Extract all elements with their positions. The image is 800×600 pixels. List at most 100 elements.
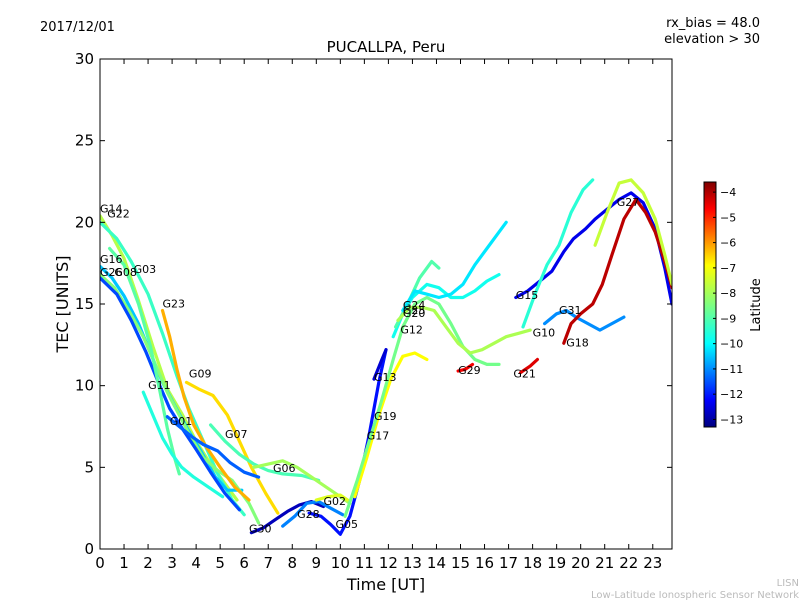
y-axis: 0 5 10 15 20 25 30: [75, 50, 672, 558]
series-label-g17: G17: [367, 430, 390, 443]
colorbar-tick-label: −10: [720, 338, 743, 351]
x-tick-label: 20: [571, 554, 590, 572]
x-tick-label: 5: [215, 554, 225, 572]
series-g09: [184, 380, 280, 515]
series-g08: [100, 276, 241, 512]
colorbar-tick-label: −9: [720, 312, 736, 325]
colorbar: [703, 181, 717, 428]
series-label-g24: G24: [403, 299, 426, 312]
series-label-g21: G21: [513, 368, 536, 381]
footer-network: Low-Latitude Ionospheric Sensor Network: [591, 590, 799, 600]
x-tick-label: 0: [95, 554, 105, 572]
y-axis-label: TEC [UNITS]: [53, 256, 72, 354]
colorbar-tick-label: −8: [720, 287, 736, 300]
x-tick-label: 3: [167, 554, 177, 572]
series-g05: [307, 348, 388, 536]
series-label-g10: G10: [533, 327, 556, 340]
x-tick-label: 4: [191, 554, 201, 572]
series-label-g26: G26: [100, 266, 123, 279]
series-g27: [593, 178, 672, 286]
x-axis: 0 1 2 3 4 5 6 7 8 9 10 11 12 13 14 15 16 17 18 19 20 21 22 23: [95, 59, 662, 572]
chart-title: PUCALLPA, Peru: [327, 38, 446, 56]
series-g21: [518, 357, 540, 375]
y-tick-label: 10: [75, 377, 94, 395]
series-layer: [100, 178, 672, 536]
x-tick-label: 18: [523, 554, 542, 572]
series-label-g06: G06: [273, 462, 296, 475]
series-label-g22: G22: [107, 207, 130, 220]
x-tick-label: 7: [263, 554, 273, 572]
x-tick-label: 15: [451, 554, 470, 572]
footer-lisn: LISN: [777, 578, 799, 589]
colorbar-tick-label: −6: [720, 237, 736, 250]
colorbar-tick-label: −12: [720, 388, 743, 401]
x-tick-label: 8: [287, 554, 297, 572]
series-g26: [100, 273, 261, 525]
x-tick-label: 14: [427, 554, 446, 572]
series-label-g01: G01: [170, 415, 193, 428]
series-g02: [314, 493, 350, 502]
series-g29: [456, 362, 475, 373]
series-g23: [160, 308, 251, 502]
series-label-g30: G30: [249, 523, 272, 536]
series-g19: [353, 351, 429, 499]
x-tick-label: 23: [643, 554, 662, 572]
series-g31: [542, 308, 626, 332]
colorbar-label: Latitude: [749, 278, 764, 332]
y-tick-label: 30: [75, 50, 94, 68]
series-label-g19: G19: [374, 410, 397, 423]
rx-bias-label: rx_bias = 48.0: [666, 16, 760, 31]
series-label-g08: G08: [114, 266, 137, 279]
series-label-g02: G02: [324, 495, 347, 508]
series-g17: [343, 295, 501, 518]
series-g28: [281, 500, 345, 528]
y-tick-label: 20: [75, 213, 94, 231]
series-g10: [521, 178, 595, 329]
x-tick-label: 1: [119, 554, 129, 572]
y-tick-label: 0: [84, 540, 94, 558]
x-tick-label: 10: [331, 554, 350, 572]
plot-frame: [99, 58, 673, 550]
colorbar-ticks: −4 −5 −6 −7 −8 −9 −10 −11 −12 −13: [713, 186, 743, 426]
series-g01: [165, 415, 261, 479]
series-label-g28: G28: [297, 508, 320, 521]
colorbar-tick-label: −7: [720, 262, 736, 275]
y-tick-label: 25: [75, 132, 94, 150]
x-tick-label: 13: [403, 554, 422, 572]
series-label-g25: G25: [403, 304, 426, 317]
date-label: 2017/12/01: [40, 20, 115, 35]
series-g11: [141, 390, 225, 499]
series-label-g05: G05: [336, 518, 359, 531]
series-g15: [514, 191, 672, 306]
series-g20: [396, 305, 532, 355]
colorbar-tick-label: −13: [720, 413, 743, 426]
series-label-g12: G12: [400, 323, 423, 336]
x-tick-label: 9: [312, 554, 322, 572]
series-label-g20: G20: [403, 307, 426, 320]
series-label-g16: G16: [100, 253, 123, 266]
series-label-g14: G14: [100, 203, 123, 216]
y-tick-label: 15: [75, 295, 94, 313]
series-label-g13: G13: [374, 371, 397, 384]
series-g03: [107, 246, 181, 476]
series-label-g15: G15: [516, 289, 539, 302]
y-tick-label: 5: [84, 458, 94, 476]
series-label-g18: G18: [566, 336, 589, 349]
series-g07: [209, 423, 321, 482]
series-g24: [401, 220, 508, 313]
x-tick-label: 12: [379, 554, 398, 572]
series-label-g11: G11: [148, 379, 171, 392]
series-label-g09: G09: [189, 368, 212, 381]
colorbar-tick-label: −5: [720, 211, 736, 224]
elevation-label: elevation > 30: [664, 32, 760, 47]
colorbar-tick-label: −4: [720, 186, 736, 199]
x-tick-label: 16: [475, 554, 494, 572]
series-label-g29: G29: [458, 364, 481, 377]
x-tick-label: 19: [547, 554, 566, 572]
series-label-g03: G03: [134, 263, 157, 276]
x-tick-label: 17: [499, 554, 518, 572]
x-tick-label: 22: [619, 554, 638, 572]
x-tick-label: 11: [355, 554, 374, 572]
